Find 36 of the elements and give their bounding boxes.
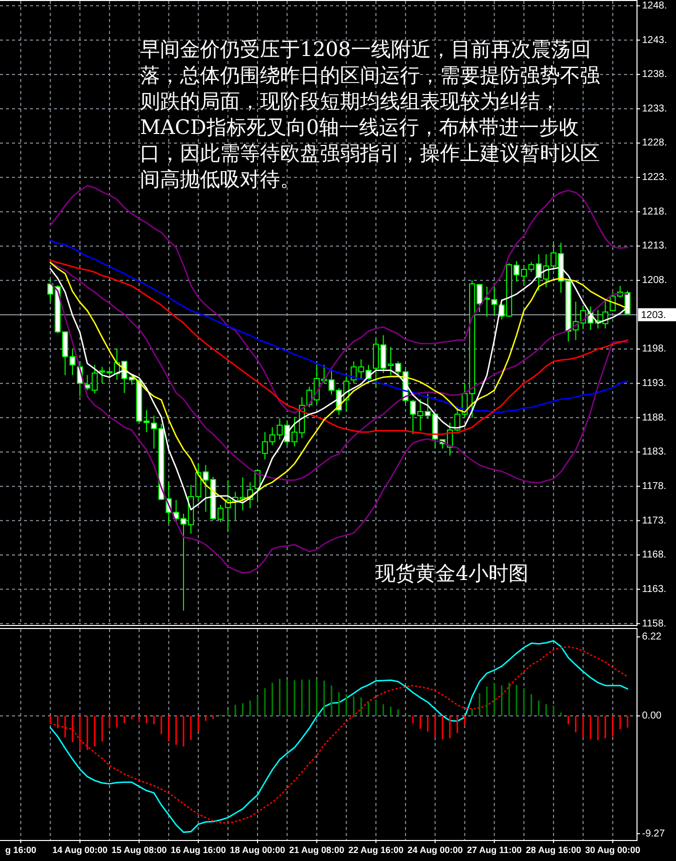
y-tick-label: 1173. [642,515,666,526]
x-tick-label: 30 Aug 00:00 [585,845,640,855]
y-tick-label: 1163. [642,584,666,595]
y-tick-label: 1183. [642,446,666,458]
y-tick-label: 1178. [642,480,666,492]
y-tick-label: 0.00 [642,710,662,722]
x-tick-label: 14 Aug 00:00 [52,845,108,855]
y-tick-label: 1213. [642,240,668,252]
y-tick-label: 1218. [642,206,668,218]
x-tick-label: 22 Aug 16:00 [348,845,404,855]
x-tick-label: 28 Aug 16:00 [526,845,582,855]
y-tick-label: 1243. [642,34,668,46]
x-tick-label: 24 Aug 00:00 [408,845,463,855]
x-tick-label: 21 Aug 08:00 [289,845,344,855]
line-series [50,260,628,435]
y-tick-label: 6.22 [642,632,662,643]
y-tick-label: 1238. [642,69,668,80]
text: 现货黄金4小时图 [376,561,528,585]
x-tick-label: 27 Aug 11:00 [466,845,522,855]
y-tick-label: 1228. [642,138,668,149]
x-tick-label: 15 Aug 08:00 [112,845,167,855]
x-tick-label: g 16:00 [5,845,36,855]
line-series [50,240,628,413]
y-tick-label: -9.27 [642,828,666,840]
x-tick-label: 18 Aug 00:00 [230,845,286,855]
y-tick-label: 1168. [642,550,666,561]
y-tick-label: 1158. [642,618,666,630]
y-tick-label: 1198. [642,344,666,355]
y-tick-label: 1193. [642,378,666,390]
y-tick-label: 1233. [642,103,668,114]
y-tick-label: 1208. [642,275,668,286]
y-tick-label: 1223. [642,172,668,184]
y-tick-label: 1248. [642,0,668,12]
y-tick-label: 1188. [642,412,666,424]
x-tick-label: 16 Aug 16:00 [170,845,226,855]
ref-line-label: 1203. [641,310,666,321]
